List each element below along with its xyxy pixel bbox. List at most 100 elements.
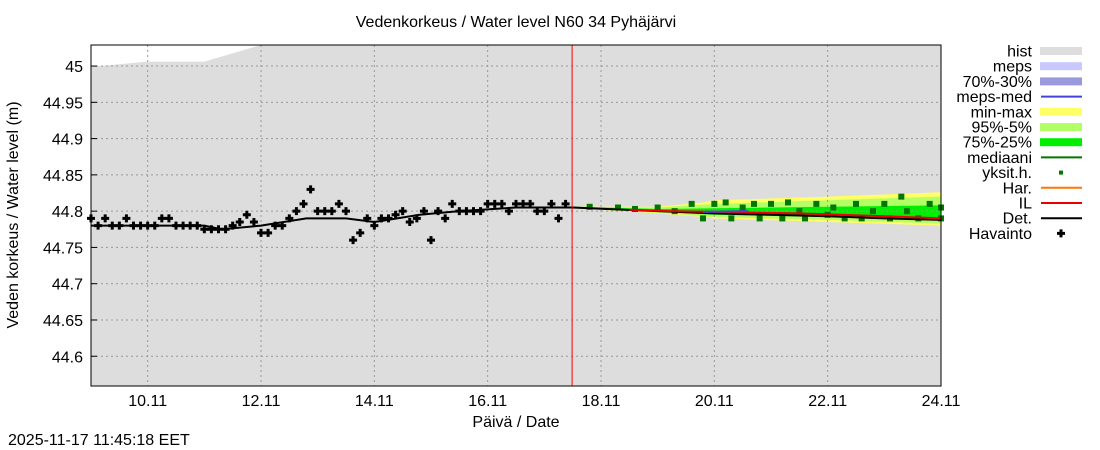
observation-marker: [327, 207, 336, 216]
observation-marker: [504, 207, 513, 216]
ensemble-member-point: [700, 215, 706, 222]
ensemble-member-point: [711, 200, 718, 207]
ensemble-member-point: [881, 200, 888, 207]
observation-marker: [143, 221, 152, 230]
observation-marker: [214, 225, 223, 234]
x-axis-label: Päivä / Date: [472, 414, 559, 431]
observation-marker: [164, 214, 173, 223]
observation-marker: [533, 207, 542, 216]
ensemble-member-point: [739, 204, 746, 211]
observation-marker: [94, 221, 103, 230]
ensemble-member-point: [768, 200, 774, 207]
observation-marker: [554, 214, 563, 223]
observation-marker: [200, 225, 209, 234]
ensemble-member-point: [813, 200, 820, 207]
x-tick-label: 16.11: [468, 393, 507, 410]
legend-label: yksit.h.: [982, 165, 1032, 182]
legend-swatch: [1040, 123, 1082, 131]
observation-marker: [476, 207, 485, 216]
observation-marker: [179, 221, 188, 230]
y-axis-label: Veden korkeus / Water level (m): [5, 101, 22, 328]
observation-marker: [526, 199, 535, 208]
observation-marker: [108, 221, 117, 230]
ensemble-member-point: [785, 199, 791, 206]
observation-marker: [115, 221, 124, 230]
observation-marker: [448, 199, 457, 208]
timestamp: 2025-11-17 11:45:18 EET: [8, 432, 190, 449]
ensemble-member-point: [688, 200, 695, 207]
observation-marker: [434, 207, 443, 216]
observation-marker: [512, 199, 520, 208]
ensemble-member-point: [870, 208, 876, 215]
observation-marker: [497, 199, 506, 208]
observation-marker: [519, 199, 528, 208]
legend-label: Havainto: [969, 226, 1032, 243]
chart-title: Vedenkorkeus / Water level N60 34 Pyhäjä…: [356, 14, 676, 31]
legend-swatch: [1040, 138, 1082, 147]
y-tick-label: 44.6: [52, 349, 83, 366]
observation-marker: [136, 221, 145, 230]
observation-marker: [249, 218, 258, 227]
ensemble-member-point: [728, 215, 735, 222]
observation-marker: [235, 218, 244, 227]
x-tick-label: 10.11: [128, 393, 167, 410]
observation-marker: [228, 221, 237, 230]
observation-marker: [313, 207, 322, 216]
observation-marker: [221, 225, 230, 234]
x-tick-label: 14.11: [355, 393, 394, 410]
legend-swatch: [1040, 47, 1082, 55]
ensemble-member-point: [722, 199, 729, 206]
observation-marker: [462, 207, 471, 216]
observation-marker: [320, 207, 329, 216]
observation-marker: [540, 207, 549, 216]
hist-band: [91, 45, 941, 386]
legend-label: 95%-5%: [972, 120, 1032, 137]
y-tick-label: 44.65: [43, 313, 83, 330]
observation-marker: [278, 221, 287, 230]
il-line: [629, 208, 942, 220]
observation-marker: [412, 214, 421, 223]
ensemble-member-point: [615, 204, 621, 211]
observation-marker: [370, 221, 379, 230]
y-tick-label: 44.9: [52, 132, 83, 149]
observation-marker: [150, 221, 159, 230]
meps-med-line: [702, 210, 749, 213]
legend: histmeps70%-30%meps-medmin-max95%-5%75%-…: [956, 44, 1082, 243]
legend-label: Det.: [1003, 211, 1032, 228]
observation-marker: [242, 210, 251, 219]
legend-label: hist: [1007, 44, 1032, 61]
observation-marker: [172, 221, 180, 230]
observation-marker: [122, 214, 131, 223]
legend-label: 75%-25%: [963, 135, 1032, 152]
legend-swatch: [1040, 77, 1082, 86]
observation-marker: [441, 214, 450, 223]
legend-swatch: [1040, 62, 1082, 71]
x-tick-label: 22.11: [808, 393, 847, 410]
y-tick-label: 44.95: [43, 95, 83, 112]
observation-marker: [306, 185, 315, 194]
y-tick-label: 44.7: [52, 277, 83, 294]
ensemble-member-point: [751, 200, 757, 207]
ensemble-member-point: [830, 204, 837, 211]
y-tick-label: 44.8: [52, 204, 83, 221]
ensemble-member-point: [796, 208, 803, 215]
ensemble-member-point: [898, 193, 905, 200]
observation-marker: [356, 228, 365, 237]
legend-label: IL: [1019, 196, 1032, 213]
ensemble-member-point: [802, 215, 808, 222]
observation-marker: [377, 214, 386, 223]
ensemble-member-point: [779, 215, 786, 222]
ensemble-member-point: [904, 208, 910, 215]
observation-marker: [292, 207, 301, 216]
ensemble-member-point: [586, 203, 593, 210]
legend-label: mediaani: [967, 150, 1032, 167]
observation-marker: [490, 199, 499, 208]
observation-marker: [419, 207, 428, 216]
observation-marker: [186, 221, 195, 230]
observation-marker: [157, 214, 166, 223]
observation-marker: [398, 207, 407, 216]
legend-label: min-max: [971, 104, 1032, 121]
legend-cross-swatch: [1057, 229, 1065, 238]
x-tick-label: 12.11: [242, 393, 281, 410]
